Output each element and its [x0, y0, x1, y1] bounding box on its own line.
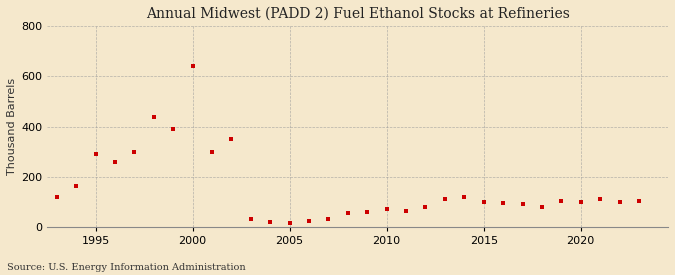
Point	[148, 114, 159, 119]
Point	[51, 195, 62, 199]
Point	[479, 200, 489, 204]
Point	[207, 150, 217, 154]
Point	[439, 197, 450, 202]
Point	[537, 205, 547, 209]
Point	[401, 208, 412, 213]
Point	[634, 199, 645, 203]
Point	[187, 64, 198, 69]
Point	[614, 200, 625, 204]
Point	[284, 221, 295, 226]
Point	[71, 183, 82, 188]
Point	[226, 137, 237, 141]
Point	[129, 150, 140, 154]
Point	[420, 205, 431, 209]
Point	[459, 195, 470, 199]
Point	[362, 210, 373, 214]
Point	[168, 127, 179, 131]
Point	[109, 160, 120, 164]
Point	[342, 211, 353, 215]
Point	[381, 207, 392, 212]
Point	[517, 202, 528, 207]
Point	[90, 152, 101, 156]
Point	[246, 217, 256, 222]
Point	[265, 220, 275, 224]
Point	[497, 201, 508, 205]
Text: Source: U.S. Energy Information Administration: Source: U.S. Energy Information Administ…	[7, 263, 246, 272]
Point	[323, 217, 334, 222]
Point	[556, 199, 567, 203]
Point	[304, 219, 315, 223]
Point	[575, 200, 586, 204]
Y-axis label: Thousand Barrels: Thousand Barrels	[7, 78, 17, 175]
Point	[595, 197, 605, 202]
Title: Annual Midwest (PADD 2) Fuel Ethanol Stocks at Refineries: Annual Midwest (PADD 2) Fuel Ethanol Sto…	[146, 7, 570, 21]
